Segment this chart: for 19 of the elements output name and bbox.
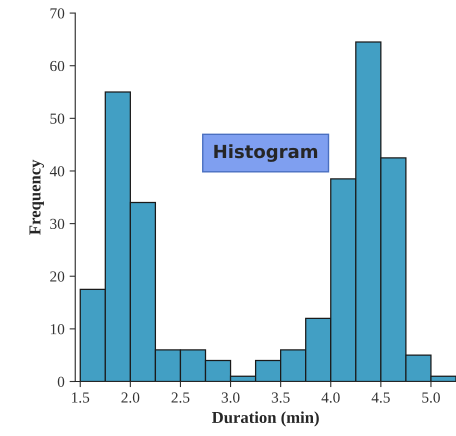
y-tick-label: 40 [50, 166, 64, 176]
x-tick-label: 3.5 [272, 392, 290, 403]
y-tick-label: 50 [50, 113, 64, 124]
y-tick-label: 60 [50, 60, 64, 72]
x-axis-title: Duration (min) [212, 411, 319, 426]
y-tick-label: 30 [50, 218, 64, 230]
x-tick-label: 1.5 [72, 392, 90, 403]
annotation: Histogram [214, 144, 318, 162]
y-tick-label: 70 [50, 8, 64, 19]
y-tick-label: 0 [58, 376, 64, 387]
x-tick-label: 2.0 [121, 392, 140, 403]
x-tick-label: 5.0 [422, 392, 440, 403]
x-tick-label: 3.0 [222, 392, 240, 403]
x-tick-label: 4.0 [322, 392, 340, 403]
x-tick-label: 4.5 [372, 392, 390, 403]
y-axis-title: Frequency [29, 160, 44, 235]
x-tick-label: 2.5 [172, 392, 190, 403]
y-tick-label: 10 [50, 324, 64, 334]
y-tick-label: 20 [50, 271, 64, 282]
